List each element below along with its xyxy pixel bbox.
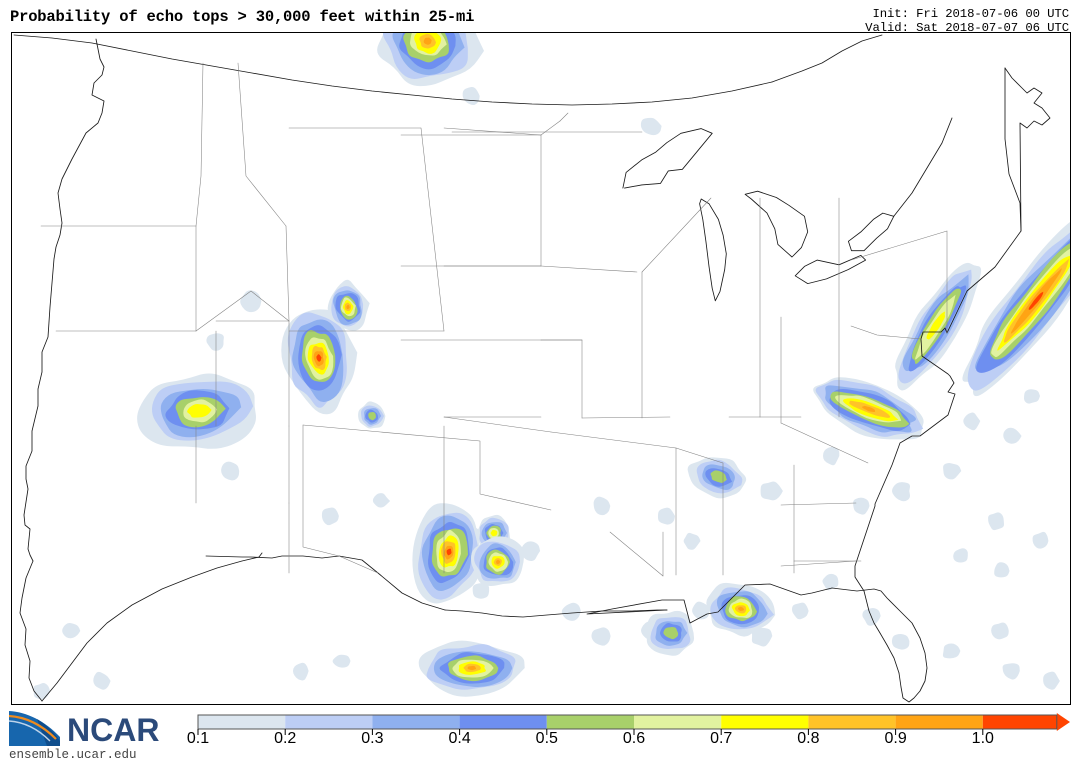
svg-text:ensemble.ucar.edu: ensemble.ucar.edu xyxy=(9,748,137,762)
svg-text:NCAR: NCAR xyxy=(67,712,159,748)
